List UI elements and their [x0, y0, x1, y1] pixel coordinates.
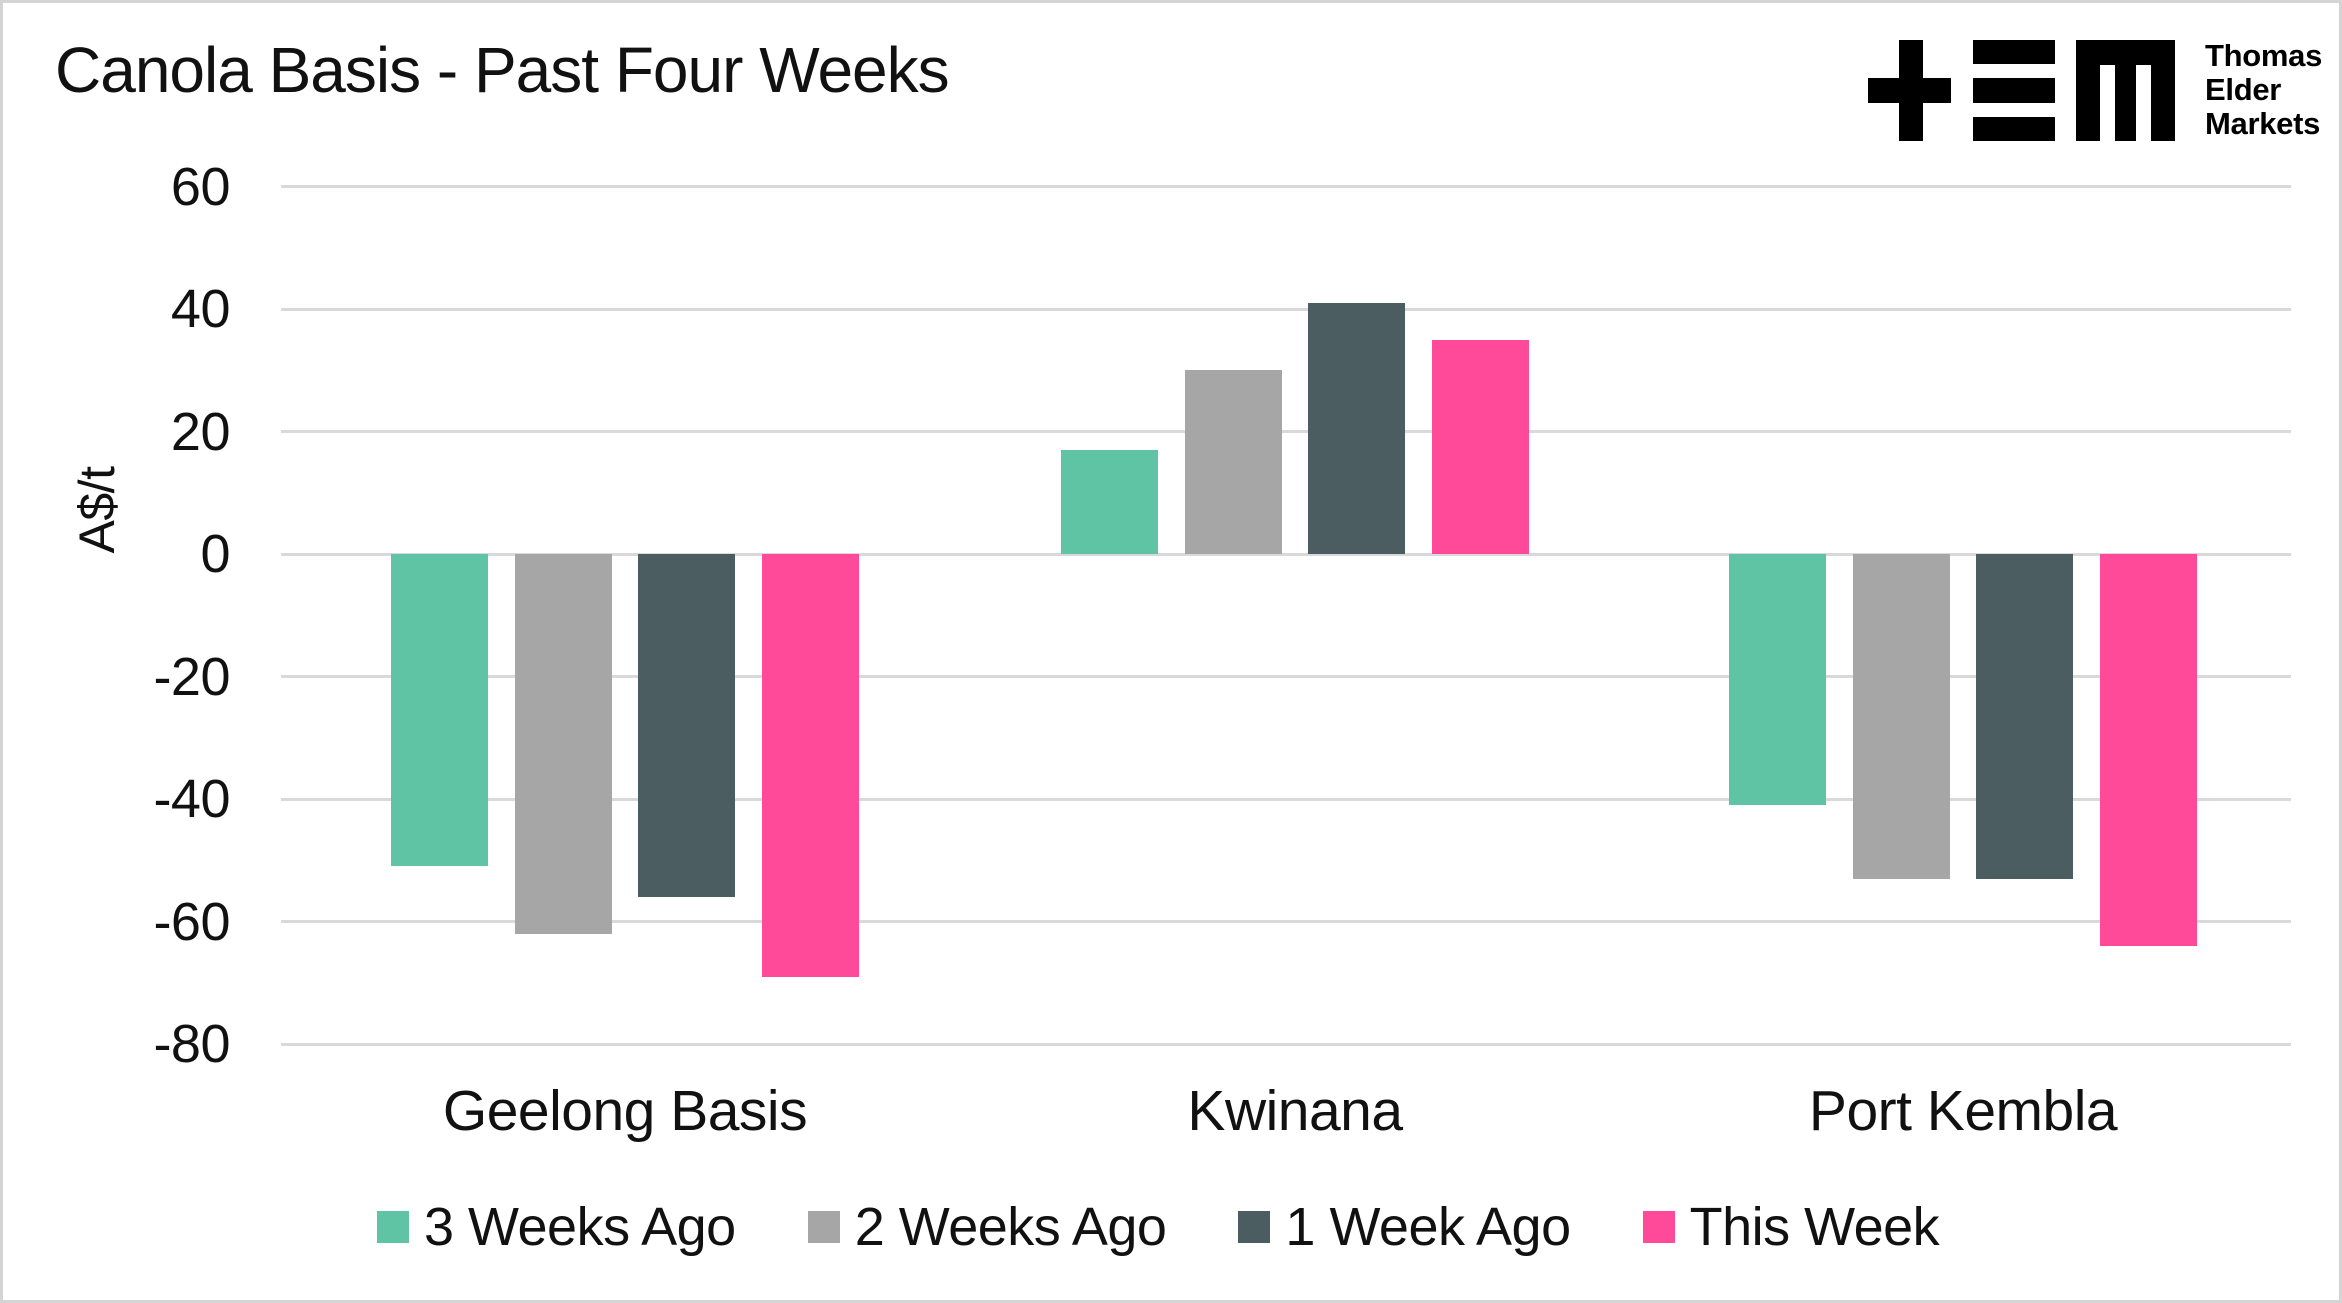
legend-item-2-weeks-ago: 2 Weeks Ago: [807, 1196, 1167, 1258]
y-tick-label--80: -80: [153, 1014, 230, 1074]
brand-line-2: Elder: [2205, 72, 2282, 107]
gridline--80: [281, 1042, 2291, 1046]
legend-item-this-week: This Week: [1642, 1196, 1940, 1258]
y-tick-label--40: -40: [153, 769, 230, 829]
brand-line-1: Thomas: [2205, 38, 2323, 73]
legend: 3 Weeks Ago 2 Weeks Ago 1 Week Ago This Wee…: [377, 1189, 1940, 1265]
legend-swatch-icon-1-week-ago: [1238, 1211, 1271, 1243]
gridline-20: [281, 430, 2291, 433]
legend-label-3-weeks-ago: 3 Weeks Ago: [424, 1197, 736, 1257]
y-tick-label-60: 60: [170, 156, 231, 217]
bar-1-week-ago-port-kembla: [1976, 554, 2074, 879]
gridline-60: [281, 185, 2291, 188]
bar-this-week-kwinana: [1431, 339, 1529, 554]
bar-this-week-port-kembla: [2099, 554, 2197, 946]
y-tick-label-40: 40: [170, 279, 231, 339]
x-category-label-port-kembla: Port Kembla: [1808, 1079, 2118, 1143]
brand-line-3: Markets: [2205, 106, 2321, 141]
bar-3-weeks-ago-kwinana: [1061, 449, 1159, 554]
gridline--60: [281, 920, 2291, 923]
bar-2-weeks-ago-kwinana: [1184, 370, 1282, 554]
legend-item-3-weeks-ago: 3 Weeks Ago: [377, 1196, 736, 1258]
x-category-label-kwinana: Kwinana: [1187, 1079, 1403, 1143]
legend-item-1-week-ago: 1 Week Ago: [1238, 1196, 1571, 1258]
m-glyph: [2076, 39, 2175, 141]
x-category-label-geelong-basis: Geelong Basis: [442, 1079, 808, 1143]
triple-bar-glyph: [1973, 39, 2055, 141]
y-tick-label-0: 0: [200, 524, 230, 584]
y-tick-label--20: -20: [153, 646, 230, 707]
brand-name: Thomas Elder Markets: [2205, 39, 2322, 141]
bar-2-weeks-ago-geelong-basis: [514, 554, 612, 934]
gridline--40: [281, 797, 2291, 801]
legend-swatch-icon-this-week: [1642, 1211, 1675, 1243]
legend-swatch-icon-2-weeks-ago: [807, 1211, 840, 1243]
tem-logo: Thomas Elder Markets: [1868, 39, 2322, 141]
tem-logo-icon: [1868, 39, 2175, 141]
legend-swatch-icon-3-weeks-ago: [377, 1211, 409, 1243]
gridline--20: [281, 675, 2291, 678]
bar-2-weeks-ago-port-kembla: [1852, 554, 1950, 879]
plus-glyph: [1868, 39, 1951, 141]
gridline-0: [281, 552, 2291, 556]
bar-1-week-ago-kwinana: [1308, 302, 1406, 554]
chart-title: Canola Basis - Past Four Weeks: [55, 34, 950, 106]
legend-label-this-week: This Week: [1689, 1197, 1940, 1257]
y-tick-label-20: 20: [170, 401, 231, 462]
bar-this-week-geelong-basis: [761, 554, 859, 977]
bar-1-week-ago-geelong-basis: [638, 554, 736, 897]
gridline-40: [281, 307, 2291, 311]
legend-label-1-week-ago: 1 Week Ago: [1285, 1197, 1571, 1257]
bar-3-weeks-ago-port-kembla: [1729, 554, 1827, 806]
legend-label-2-weeks-ago: 2 Weeks Ago: [854, 1197, 1167, 1257]
y-tick-label--60: -60: [153, 891, 230, 952]
bar-3-weeks-ago-geelong-basis: [391, 554, 489, 867]
